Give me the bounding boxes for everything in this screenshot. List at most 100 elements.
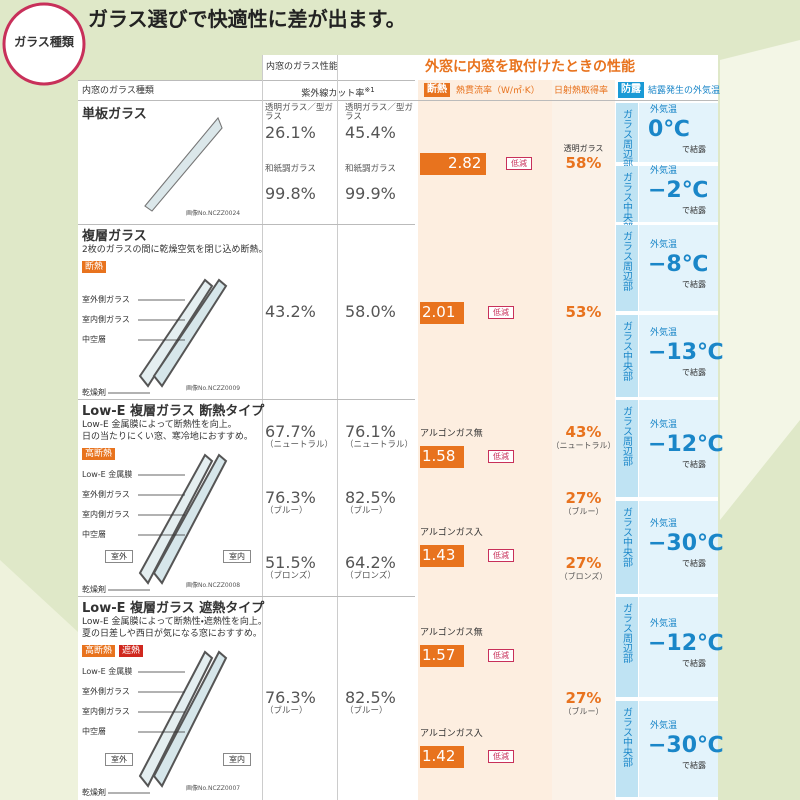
uv-caption: 和紙調ガラス <box>265 163 316 174</box>
dew-temp: −8℃ <box>648 251 709 277</box>
uv-note: （ブルー） <box>345 505 388 516</box>
heat-caption: アルゴンガス無 <box>420 627 483 638</box>
side-label: 室外 <box>105 550 133 564</box>
uv-note: （ブルー） <box>265 705 308 716</box>
glass-name: 複層ガラス <box>82 229 147 244</box>
heat-bar <box>420 301 464 324</box>
dew-part-bg <box>616 314 638 397</box>
dew-part: ガラス周辺部 <box>620 231 632 291</box>
head-dew: 結露発生の外気温 <box>648 86 721 96</box>
bg-shape <box>720 40 800 520</box>
row-line <box>78 224 415 225</box>
dew-value-bg <box>639 400 718 497</box>
uv-note: ※1 <box>364 86 375 94</box>
shgc-caption: 透明ガラス <box>563 144 604 153</box>
head-dew-badge: 防露 <box>618 82 644 98</box>
dew-value-bg <box>639 225 718 311</box>
glass-desc: Low-E 金属膜によって断熱性・遮熱性を向上。 <box>82 617 267 627</box>
glass-pane <box>152 278 228 388</box>
heat-caption: アルゴンガス入 <box>420 527 483 538</box>
table-bg-gap <box>78 55 262 80</box>
heat-value: 1.58 <box>422 447 456 466</box>
uv-note: （ブロンズ） <box>345 571 396 582</box>
part-label: 室外側ガラス <box>82 687 130 696</box>
dew-value-bg <box>639 166 718 222</box>
uv-value: 99.9% <box>345 183 396 203</box>
image-no: 画像No.NCZZ0008 <box>186 582 241 589</box>
uv-caption: 透明ガラス／型ガラス <box>345 102 413 123</box>
shgc-col-bg <box>552 80 615 800</box>
uv-value: 51.5% <box>265 553 316 573</box>
part-label: 室外側ガラス <box>82 295 130 304</box>
dew-part: ガラス周辺部 <box>620 109 632 169</box>
dew-part-bg <box>616 700 638 797</box>
side-label: 室内 <box>223 753 251 767</box>
uv-note: （ブルー） <box>345 705 388 716</box>
glass-tag: 遮熱 <box>119 645 144 658</box>
glass-desc: Low-E 金属膜によって断熱性を向上。 <box>82 420 237 430</box>
dew-part-bg <box>616 500 638 594</box>
head-u-value: 熱貫流率（W/㎡·K） <box>456 86 540 96</box>
dew-suffix: で結露 <box>682 144 706 154</box>
dew-part: ガラス周辺部 <box>620 406 632 466</box>
dew-suffix: で結露 <box>682 658 706 668</box>
part-label: 乾燥剤 <box>82 388 106 397</box>
dew-value-bg <box>639 500 718 594</box>
uv-value: 58.0% <box>345 301 396 321</box>
glass-pane <box>138 453 214 585</box>
uv-note: （ブルー） <box>265 505 308 516</box>
glass-pane <box>138 278 214 388</box>
dew-part-bg <box>616 166 638 222</box>
dew-part: ガラス中央部 <box>620 506 632 567</box>
uv-value: 67.7% <box>265 421 316 441</box>
uv-note: （ブロンズ） <box>265 571 316 582</box>
dew-value-bg <box>639 103 718 162</box>
dew-label: 外気温 <box>650 720 678 731</box>
shgc-value: 27% <box>565 554 602 573</box>
head-outer: 外窓に内窓を取付けたときの性能 <box>425 59 635 75</box>
row-line <box>78 399 415 400</box>
dew-temp: −30℃ <box>648 531 724 557</box>
shgc-note: （ブルー） <box>563 506 604 516</box>
dew-part-bg <box>616 225 638 311</box>
v-line <box>337 55 338 800</box>
dew-suffix: で結露 <box>682 367 706 377</box>
dew-part: ガラス中央部 <box>620 320 632 381</box>
uv-value: 43.2% <box>265 301 316 321</box>
part-label: 室内側ガラス <box>82 510 130 519</box>
glass-name: Low-E 複層ガラス 断熱タイプ <box>82 404 265 419</box>
dew-suffix: で結露 <box>682 559 706 569</box>
dew-label: 外気温 <box>650 519 678 530</box>
heat-bar <box>420 446 464 469</box>
heat-bar <box>420 644 464 667</box>
dew-temp: −12℃ <box>648 432 724 458</box>
uv-value: 26.1% <box>265 122 316 142</box>
glass-tag: 高断熱 <box>82 448 116 461</box>
image-no: 画像No.NCZZ0009 <box>186 385 241 392</box>
dew-label: 外気温 <box>650 420 678 431</box>
glass-desc: 夏の日差しや西日が気になる窓におすすめ。 <box>82 629 262 639</box>
part-label: Low-E 金属膜 <box>82 470 133 479</box>
heat-caption: アルゴンガス入 <box>420 729 483 740</box>
head-shgc: 日射熱取得率 <box>554 86 609 96</box>
dew-value-bg <box>639 597 718 697</box>
side-label: 室内 <box>223 550 251 564</box>
glass-pane <box>138 650 214 788</box>
uv-value: 82.5% <box>345 687 396 707</box>
shgc-value: 58% <box>565 154 602 172</box>
uv-note: （ニュートラル） <box>345 439 414 450</box>
glass-pane <box>152 650 228 788</box>
shgc-value: 27% <box>565 488 602 507</box>
heat-value: 2.82 <box>448 154 482 172</box>
uv-value: 82.5% <box>345 487 396 507</box>
dew-label: 外気温 <box>650 327 678 338</box>
dew-part-bg <box>616 103 638 162</box>
shgc-value: 53% <box>565 302 602 321</box>
heat-value: 1.57 <box>422 645 456 664</box>
dew-part: ガラス周辺部 <box>620 603 632 663</box>
badge: ガラス種類 <box>14 35 74 49</box>
shgc-value: 43% <box>565 422 602 441</box>
